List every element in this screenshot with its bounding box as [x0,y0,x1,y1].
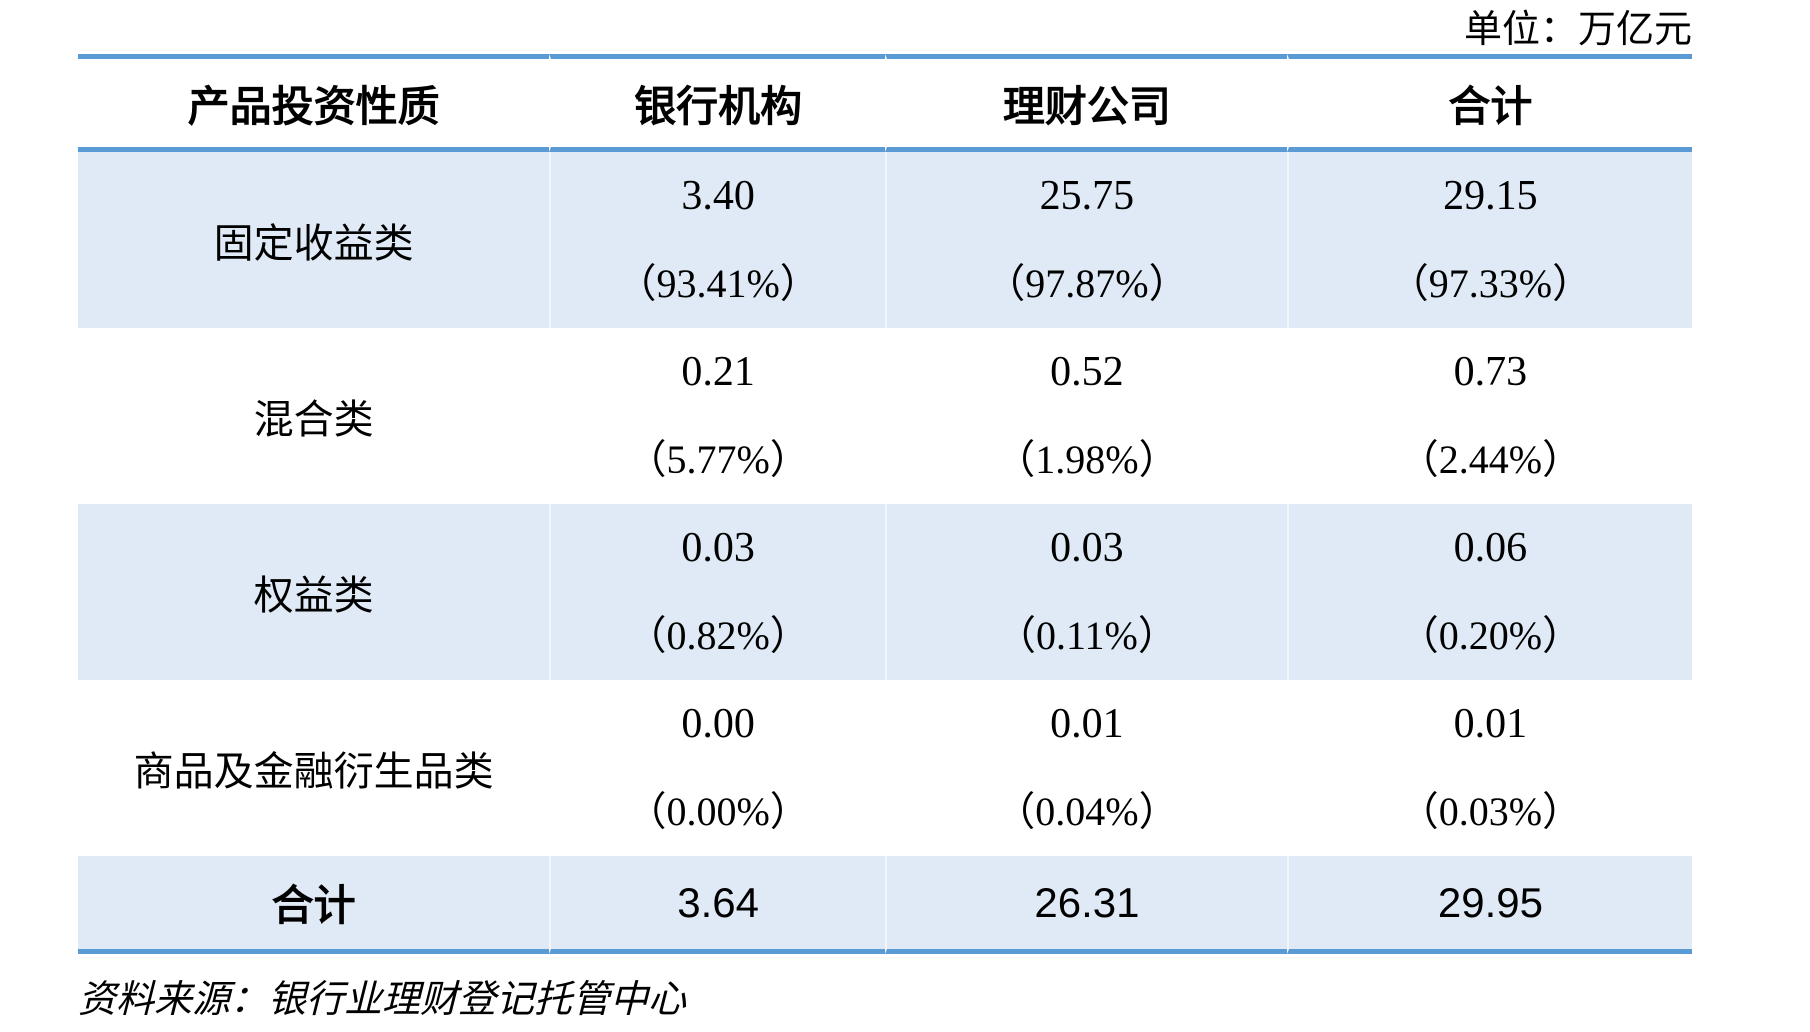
table-row-commodity-derivatives: 商品及金融衍生品类 0.00 （0.00%） 0.01 （0.04%） 0.01… [78,680,1692,856]
cell-equity-total: 0.06 （0.20%） [1286,504,1692,680]
total-row-label: 合计 [78,856,550,954]
row-label-equity: 权益类 [78,504,550,680]
cell-total-banks: 3.64 [549,856,885,954]
col-header-total: 合计 [1286,54,1692,152]
cell-percent: （93.41%） [616,261,820,306]
investment-nature-table: 产品投资性质 银行机构 理财公司 合计 固定收益类 3.40 （93.41%） … [78,54,1692,954]
cell-percent: （0.82%） [626,613,810,658]
cell-mixed-total: 0.73 （2.44%） [1286,328,1692,504]
cell-equity-banks: 0.03 （0.82%） [549,504,885,680]
row-label-mixed: 混合类 [253,397,374,442]
cell-percent: （5.77%） [626,437,810,482]
col-header-product-nature: 产品投资性质 [78,54,550,152]
cell-percent: （0.11%） [996,613,1178,658]
cell-value: 0.73 [1453,349,1528,395]
cell-commodity-total: 0.01 （0.03%） [1286,680,1692,856]
row-label-fixed-income: 固定收益类 [78,152,550,328]
cell-percent: （1.98%） [995,437,1179,482]
cell-value: 0.52 [1050,349,1124,395]
table-row-equity: 权益类 0.03 （0.82%） 0.03 （0.11%） 0.06 （0.20… [78,504,1692,680]
cell-percent: （0.20%） [1398,613,1583,658]
cell-value: 3.40 [681,173,755,219]
cell-value: 0.01 [1453,701,1528,747]
cell-mixed-banks: 0.21 （5.77%） [549,328,885,504]
cell-equity-wmc: 0.03 （0.11%） [884,504,1287,680]
cell-percent: （0.00%） [626,789,810,834]
cell-percent: （97.33%） [1388,261,1593,306]
cell-total-total: 29.95 [1286,856,1692,954]
cell-value: 29.15 [1443,173,1538,219]
cell-value: 0.21 [681,349,755,395]
cell-value: 0.06 [1453,525,1528,571]
cell-percent: （0.03%） [1398,789,1583,834]
cell-fixed-income-banks: 3.40 （93.41%） [549,152,885,328]
table-row-fixed-income: 固定收益类 3.40 （93.41%） 25.75 （97.87%） 29.15… [78,152,1692,328]
cell-value: 25.75 [1039,173,1135,219]
unit-label: 单位：万亿元 [1463,9,1692,51]
col-header-banking-institutions: 银行机构 [549,54,885,152]
cell-percent: （2.44%） [1398,437,1583,482]
cell-value: 0.03 [681,525,755,571]
cell-commodity-banks: 0.00 （0.00%） [549,680,885,856]
cell-fixed-income-wmc: 25.75 （97.87%） [884,152,1287,328]
cell-mixed-wmc: 0.52 （1.98%） [884,328,1287,504]
cell-percent: （0.04%） [995,789,1179,834]
cell-value: 0.00 [681,701,755,747]
cell-percent: （97.87%） [985,261,1189,306]
table-row-mixed: 混合类 0.21 （5.77%） 0.52 （1.98%） 0.73 （2.44… [78,328,1692,504]
header-row: 产品投资性质 银行机构 理财公司 合计 [78,54,1692,152]
row-label-commodity-derivatives: 商品及金融衍生品类 [133,749,494,794]
cell-commodity-wmc: 0.01 （0.04%） [884,680,1287,856]
source-note: 资料来源：银行业理财登记托管中心 [78,979,687,1021]
cell-total-wmc: 26.31 [884,856,1287,954]
cell-value: 0.03 [1050,525,1124,571]
table-row-total: 合计 3.64 26.31 29.95 [78,856,1692,954]
col-header-wealth-management-companies: 理财公司 [884,54,1287,152]
cell-fixed-income-total: 29.15 （97.33%） [1286,152,1692,328]
cell-value: 0.01 [1050,701,1124,747]
